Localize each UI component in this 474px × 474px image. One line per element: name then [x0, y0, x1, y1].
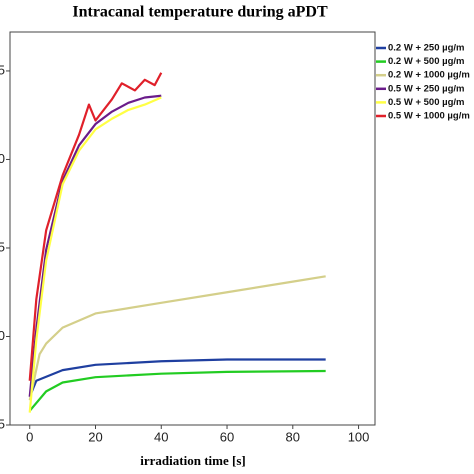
chart-title: Intracanal temperature during aPDT [72, 4, 328, 21]
plot-frame [9, 31, 376, 426]
y-tick-label: 5 [0, 62, 5, 77]
y-tick-label: 0 [0, 328, 5, 343]
line [28, 358, 326, 398]
line [28, 275, 326, 401]
line [28, 94, 162, 397]
legend-label: 0.5 W + 1000 µg/m [388, 111, 470, 122]
y-tick-label: 5 [0, 416, 5, 431]
legend-label: 0.2 W + 500 µg/m [388, 56, 465, 67]
legend-label: 0.5 W + 250 µg/m [388, 83, 465, 94]
x-axis-label: irradiation time [s] [140, 453, 245, 468]
line [28, 369, 326, 412]
x-tick-label: 20 [88, 429, 102, 444]
x-tick-label: 60 [220, 429, 234, 444]
x-tick-label: 80 [286, 429, 300, 444]
x-tick-label: 100 [348, 429, 370, 444]
line [28, 72, 163, 381]
y-tick-label: 5 [0, 239, 5, 254]
legend-label: 0.2 W + 1000 µg/m [388, 70, 470, 81]
line [28, 96, 162, 413]
x-tick-label: 40 [154, 429, 168, 444]
y-tick-label: 0 [0, 151, 5, 166]
legend-label: 0.2 W + 250 µg/m [388, 43, 465, 54]
x-tick-label: 0 [26, 429, 33, 444]
legend-label: 0.5 W + 500 µg/m [388, 97, 465, 108]
